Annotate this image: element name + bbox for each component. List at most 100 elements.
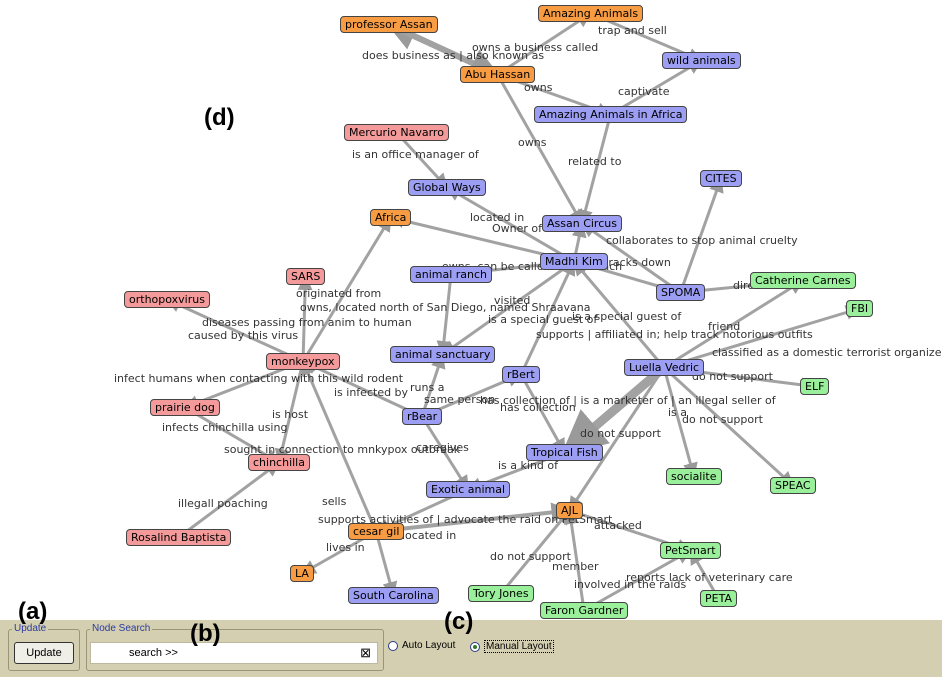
graph-edge	[580, 222, 682, 294]
edge-label: friend	[708, 320, 741, 333]
node-socialite[interactable]: socialite	[666, 468, 722, 485]
node-exotic-animal[interactable]: Exotic animal	[426, 481, 511, 498]
graph-edge	[499, 509, 571, 595]
graph-edge	[436, 274, 453, 356]
graph-edge	[374, 531, 398, 597]
edge-label: attacked	[594, 519, 642, 532]
node-global-ways[interactable]: Global Ways	[408, 179, 486, 196]
update-button[interactable]: Update	[14, 642, 74, 664]
edge-label: is a kind of	[498, 459, 559, 472]
edge-label: owns a business called	[472, 41, 599, 54]
node-abu-hassan[interactable]: Abu Hassan	[460, 66, 536, 83]
edge-label: visited	[494, 294, 531, 307]
node-prairie-dog[interactable]: prairie dog	[150, 399, 220, 416]
node-tropical-fish[interactable]: Tropical Fish	[526, 444, 603, 461]
node-elf[interactable]: ELF	[800, 378, 830, 395]
node-cites[interactable]: CITES	[700, 170, 742, 187]
graph-edge	[519, 260, 576, 376]
manual-layout-label: Manual Layout	[484, 640, 554, 653]
graph-edge	[301, 360, 423, 418]
graph-edge	[184, 406, 281, 464]
node-peta[interactable]: PETA	[700, 590, 737, 607]
edge-label: same person	[424, 393, 496, 406]
node-madhi-kim[interactable]: Madhi Kim	[540, 253, 608, 270]
graph-edge	[496, 12, 592, 76]
graph-edge	[445, 186, 575, 263]
node-spoma[interactable]: SPOMA	[656, 284, 706, 301]
edge-label: supports | affiliated in; help track not…	[536, 328, 813, 341]
graph-edge	[441, 260, 575, 356]
node-animal-ranch[interactable]: animal ranch	[410, 266, 493, 283]
node-luella-vedric[interactable]: Luella Vedric	[624, 359, 705, 376]
edge-label: illegall poaching	[178, 497, 268, 510]
edge-label: runs a	[410, 381, 445, 394]
edge-label: do not support	[682, 413, 763, 426]
edge-label: involved in the raids	[574, 578, 687, 591]
graph-edge	[663, 305, 861, 369]
node-speac[interactable]: SPEAC	[770, 477, 816, 494]
node-south-carolina[interactable]: South Carolina	[348, 587, 439, 604]
node-mercurio-navarro[interactable]: Mercurio Navarro	[344, 124, 449, 141]
edge-label: tracks down	[604, 256, 671, 269]
node-catherine-carnes[interactable]: Catherine Carnes	[750, 272, 856, 289]
node-ajl[interactable]: AJL	[556, 502, 583, 519]
edge-label: collaborates to stop animal cruelty	[606, 234, 798, 247]
node-fbi[interactable]: FBI	[846, 300, 874, 317]
node-cesar-gil[interactable]: cesar gil	[348, 523, 405, 540]
node-monkeypox[interactable]: monkeypox	[266, 353, 340, 370]
node-search-input[interactable]: search >> ⊠	[90, 642, 378, 664]
manual-layout-option[interactable]: Manual Layout	[470, 640, 554, 653]
node-rosalind-baptista[interactable]: Rosalind Baptista	[126, 529, 232, 546]
graph-edge	[561, 364, 667, 456]
node-amazing-animals[interactable]: Amazing Animals	[538, 5, 644, 22]
node-rbert[interactable]: rBert	[502, 366, 540, 383]
node-search-group	[86, 629, 384, 671]
edge-label: do not support	[490, 550, 571, 563]
edge-label: supports activities of | advocate the ra…	[318, 513, 613, 526]
node-orthopoxvirus[interactable]: orthopoxvirus	[124, 291, 210, 308]
edge-label: is infected by	[334, 386, 409, 399]
node-professor-assan[interactable]: professor Assan	[340, 16, 438, 33]
graph-edge	[165, 298, 304, 363]
node-animal-sanctuary[interactable]: animal sanctuary	[390, 346, 496, 363]
graph-edge	[519, 373, 566, 454]
edge-label: infects chinchilla using	[162, 421, 288, 434]
edge-label: trap and sell	[598, 24, 667, 37]
node-amazing-animals-in-africa[interactable]: Amazing Animals in Africa	[534, 106, 688, 123]
edge-label: infect humans when contacting with this …	[114, 372, 404, 385]
node-petsmart[interactable]: PetSmart	[660, 542, 721, 559]
node-rbear[interactable]: rBear	[402, 408, 443, 425]
edge-label: do not support	[692, 370, 773, 383]
auto-layout-radio[interactable]	[388, 640, 398, 651]
node-assan-circus[interactable]: Assan Circus	[542, 215, 622, 232]
graph-edge	[420, 415, 470, 491]
graph-edge	[395, 131, 449, 189]
graph-edge	[662, 367, 698, 478]
graph-edge	[572, 260, 666, 369]
panel-label-a: (a)	[18, 598, 48, 625]
graph-edge	[578, 114, 612, 225]
node-la[interactable]: LA	[290, 565, 314, 582]
knowledge-graph-canvas[interactable]: owns a business called does business as …	[0, 0, 942, 620]
edge-label: related to	[568, 155, 622, 168]
node-wild-animals[interactable]: wild animals	[662, 52, 741, 69]
graph-edge	[375, 502, 572, 534]
graph-edge	[177, 461, 281, 539]
node-africa[interactable]: Africa	[370, 209, 412, 226]
clear-search-icon[interactable]: ⊠	[360, 645, 371, 660]
graph-edge	[301, 360, 378, 533]
manual-layout-radio[interactable]	[470, 641, 480, 652]
panel-label-b: (b)	[190, 620, 221, 647]
edge-label: caused by this virus	[188, 329, 299, 342]
edge-label: caregives	[416, 441, 469, 454]
edge-label: has collection of | is a marketer of | a…	[480, 394, 776, 407]
edge-label: lives in	[326, 541, 365, 554]
node-sars[interactable]: SARS	[286, 268, 326, 285]
edge-label: is host	[272, 408, 309, 421]
node-tory-jones[interactable]: Tory Jones	[468, 585, 534, 602]
node-faron-gardner[interactable]: Faron Gardner	[540, 602, 629, 619]
node-chinchilla[interactable]: chinchilla	[248, 454, 310, 471]
edge-label: do not support	[580, 427, 661, 440]
auto-layout-option[interactable]: Auto Layout	[388, 640, 455, 651]
graph-edge	[568, 366, 666, 512]
